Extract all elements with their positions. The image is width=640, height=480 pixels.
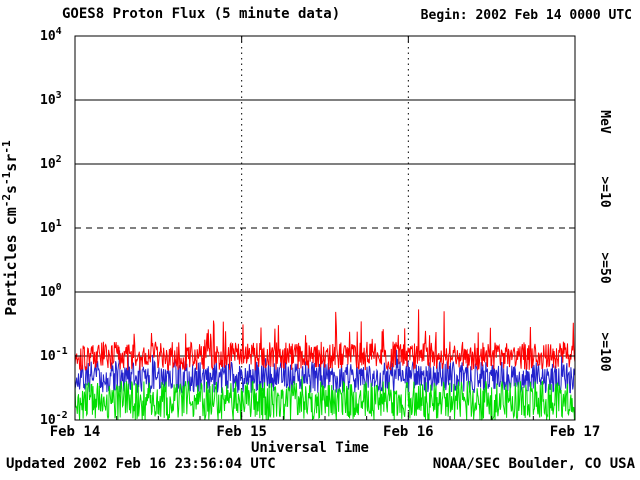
series-line->=50: [74, 349, 576, 394]
y-tick-label-10e1: 101: [40, 218, 62, 236]
y-tick-label-10e-1: 10-1: [40, 346, 68, 364]
y-tick-label-10e2: 102: [40, 154, 62, 172]
series-line->=10: [74, 309, 576, 372]
x-axis-label: Universal Time: [251, 440, 369, 456]
source-attribution: NOAA/SEC Boulder, CO USA: [432, 456, 635, 472]
legend-label->=100: >=100: [597, 332, 612, 371]
legend-label->=10: >=10: [597, 176, 612, 207]
y-tick-label-10e3: 103: [40, 90, 62, 108]
right-axis-units-label: MeV: [597, 110, 612, 134]
y-axis-label: Particles cm-2s-1sr-1: [0, 140, 20, 316]
legend-label->=50: >=50: [597, 252, 612, 283]
chart-title: GOES8 Proton Flux (5 minute data): [62, 6, 341, 22]
updated-timestamp: Updated 2002 Feb 16 23:56:04 UTC: [6, 456, 276, 472]
y-tick-label-10e4: 104: [40, 26, 62, 44]
series-line->=100: [74, 376, 576, 421]
begin-time-label: Begin: 2002 Feb 14 0000 UTC: [420, 8, 632, 23]
y-tick-label-10e-2: 10-2: [40, 410, 68, 428]
x-tick-label: Feb 17: [550, 424, 601, 440]
y-tick-label-10e0: 100: [40, 282, 62, 300]
x-tick-label: Feb 16: [383, 424, 434, 440]
x-tick-label: Feb 15: [216, 424, 267, 440]
x-tick-label: Feb 14: [50, 424, 101, 440]
